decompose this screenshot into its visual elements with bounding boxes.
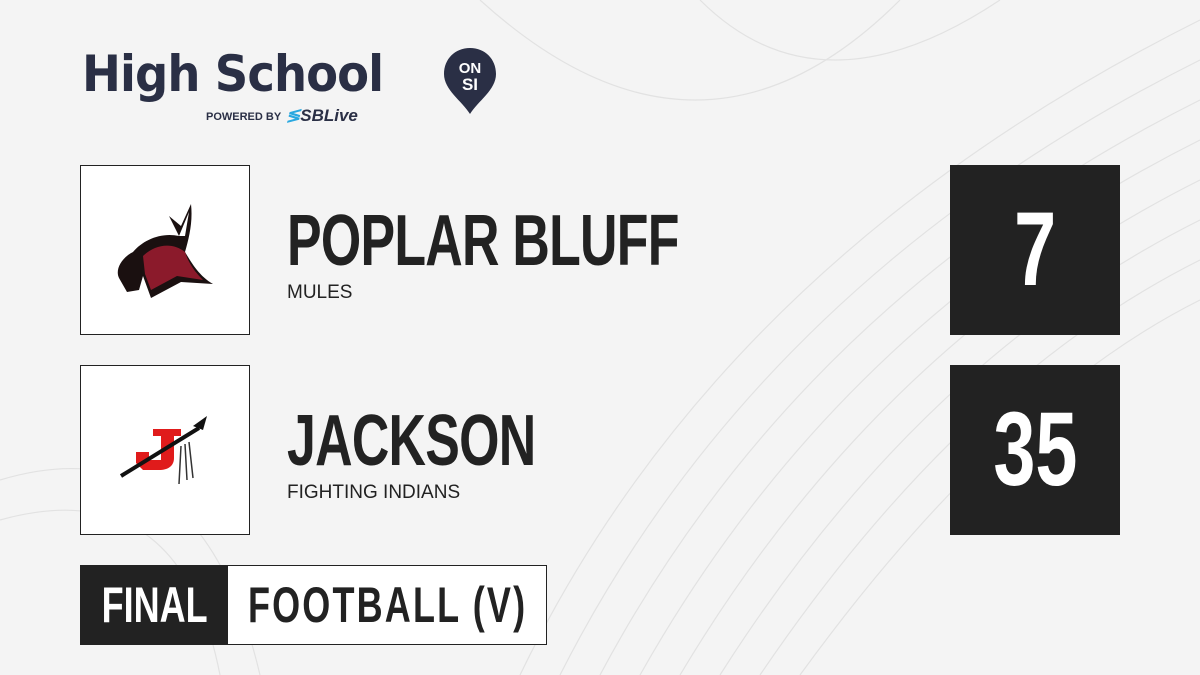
team-mascot: FIGHTING INDIANS: [287, 482, 461, 503]
team-logo-jackson: [80, 365, 250, 535]
team-score: 35: [950, 365, 1120, 535]
badge-bottom: SI: [462, 75, 478, 94]
team-name: POPLAR BLUFF: [287, 201, 679, 281]
status-state: FINAL: [101, 577, 208, 633]
mule-head-logo-icon: [117, 204, 213, 298]
brand-title: High School: [82, 45, 384, 103]
team-logo-poplar-bluff: [80, 165, 250, 335]
sblive-mark-icon: ≶: [286, 106, 301, 125]
j-spear-logo-icon: [119, 416, 207, 485]
game-status-bar: FINAL FOOTBALL (V): [80, 565, 547, 645]
team-score: 7: [950, 165, 1120, 335]
sblive-logo: ≶SBLive: [286, 106, 358, 126]
powered-by-label: POWERED BY: [206, 111, 282, 123]
score-value: 7: [1013, 191, 1057, 308]
on-si-pin-icon: ON SI: [444, 48, 496, 114]
final-badge: FINAL: [81, 566, 228, 644]
partner-name: SBLive: [300, 106, 358, 125]
score-value: 35: [992, 391, 1078, 508]
team-name: JACKSON: [287, 401, 536, 481]
sport-value: FOOTBALL (V): [248, 577, 528, 633]
team-mascot: MULES: [287, 282, 353, 303]
sport-label: FOOTBALL (V): [228, 566, 636, 644]
badge-top: ON: [459, 60, 482, 77]
